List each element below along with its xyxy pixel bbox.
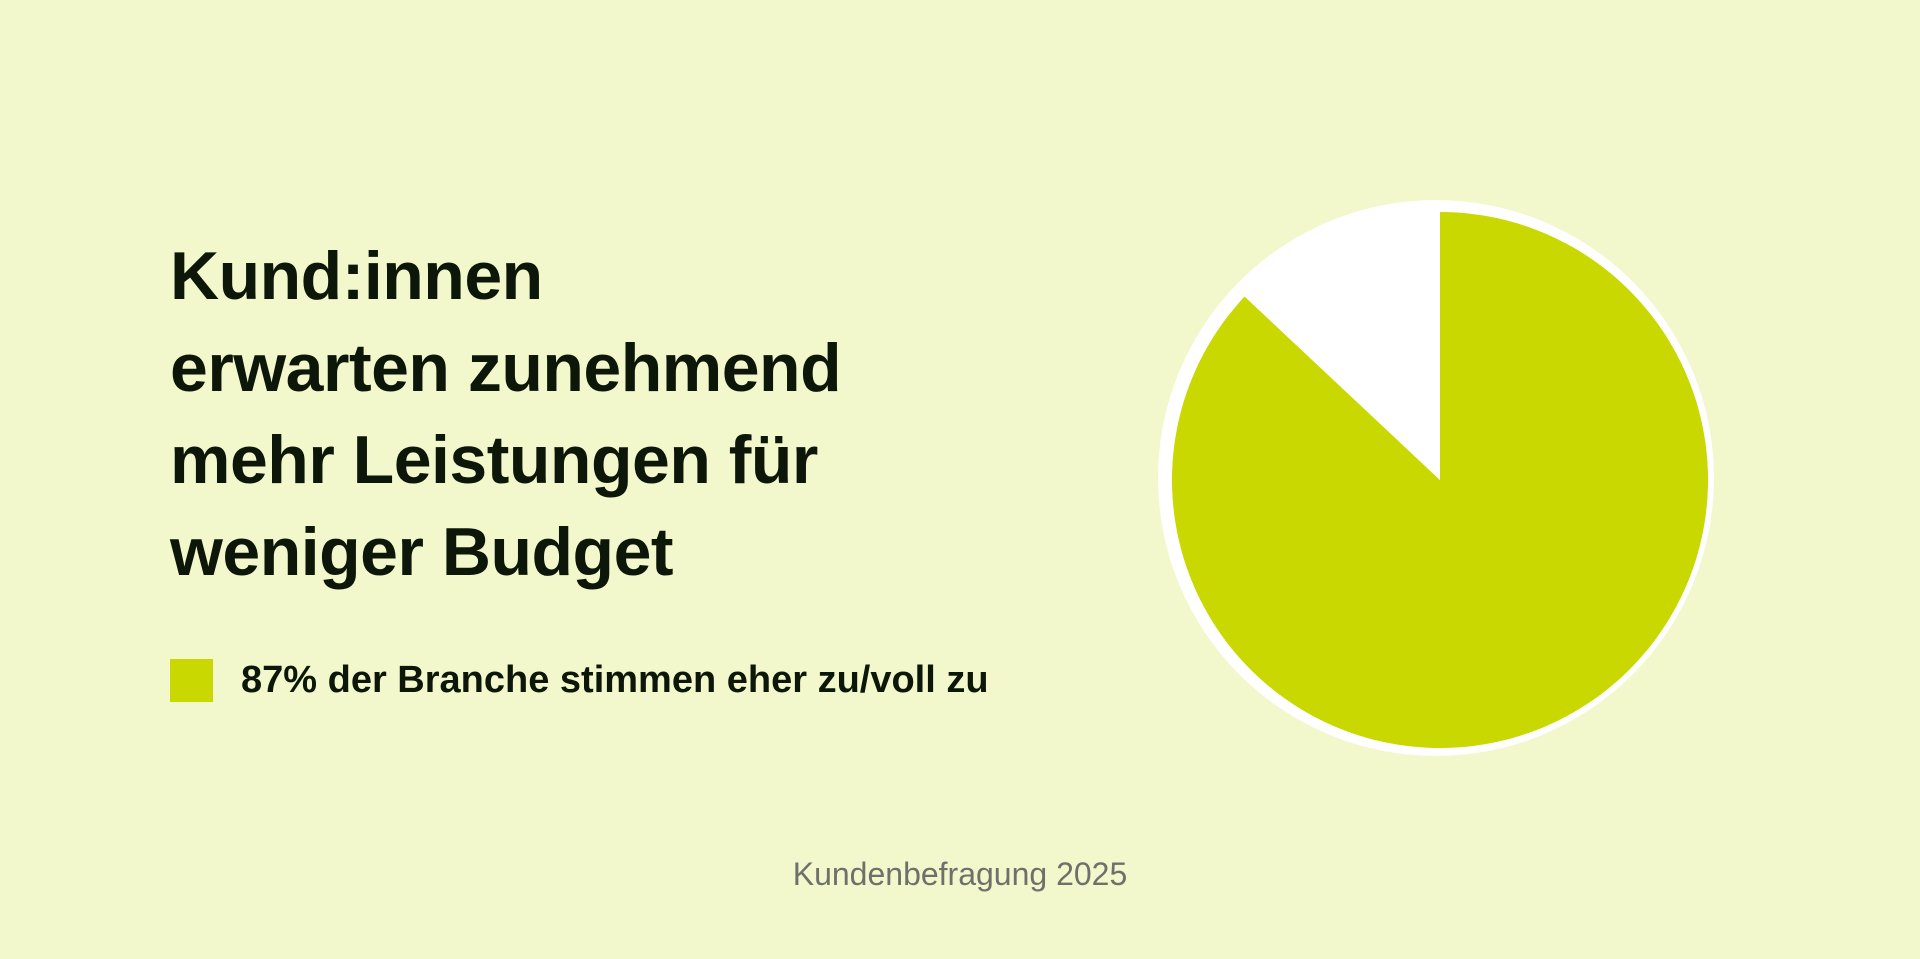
headline: Kund:innen erwarten zunehmend mehr Leist… bbox=[170, 230, 990, 598]
headline-line-3: mehr Leistungen für bbox=[170, 422, 818, 498]
source-label: Kundenbefragung 2025 bbox=[792, 856, 1128, 892]
legend-color-swatch bbox=[170, 658, 213, 702]
headline-line-4: weniger Budget bbox=[170, 514, 674, 590]
chart-legend: 87% der Branche stimmen eher zu/voll zu bbox=[170, 658, 989, 702]
pie-slice-remainder bbox=[1244, 212, 1440, 480]
pie-chart bbox=[1158, 200, 1714, 756]
headline-line-1: Kund:innen bbox=[170, 238, 543, 314]
pie-slices bbox=[1172, 212, 1708, 748]
legend-label: 87% der Branche stimmen eher zu/voll zu bbox=[241, 659, 989, 701]
headline-line-2: erwarten zunehmend bbox=[170, 330, 842, 406]
